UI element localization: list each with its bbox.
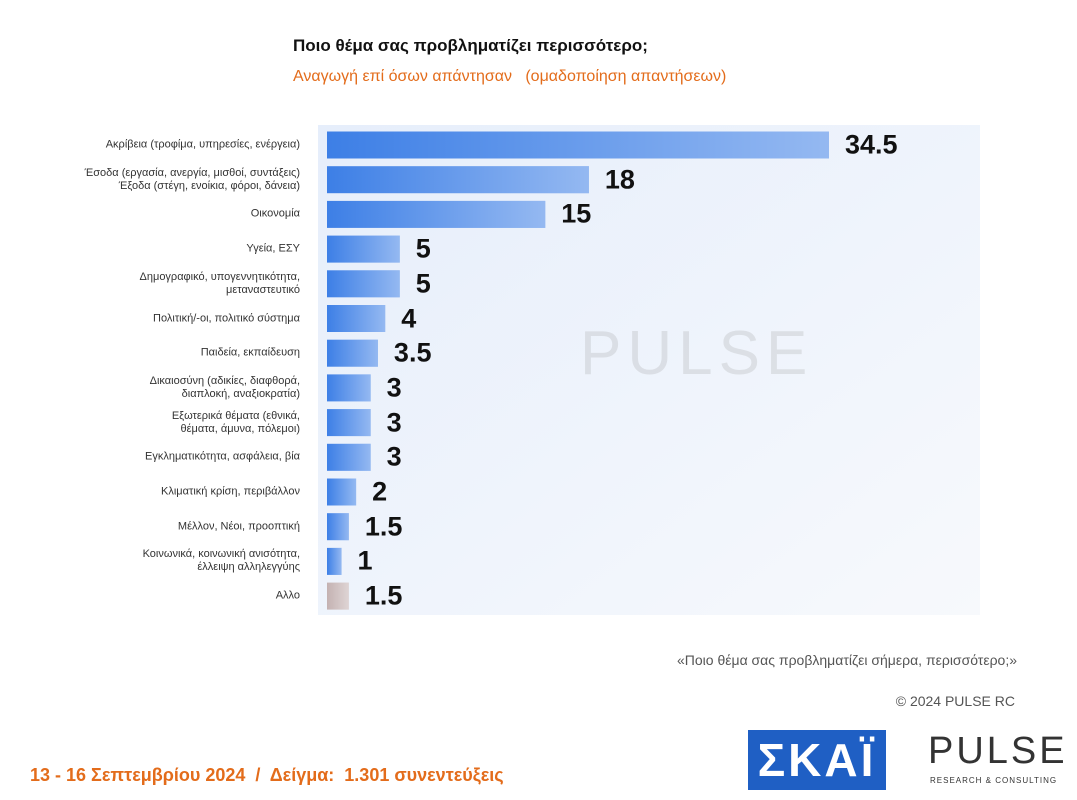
bar-shine [327, 478, 357, 506]
value-label: 1.5 [364, 580, 403, 611]
logo-pulse-sub: RESEARCH & CONSULTING [930, 776, 1058, 785]
value-label: 34.5 [845, 129, 898, 160]
bar-shine [327, 582, 349, 610]
bar-shine [327, 374, 371, 402]
value-label: 2 [372, 476, 388, 507]
category-label: Αλλο [275, 589, 300, 602]
category-label: Υγεία, ΕΣΥ [246, 242, 300, 255]
category-label: Ακρίβεια (τροφίμα, υπηρεσίες, ενέργεια) [105, 138, 300, 151]
footer: 13 - 16 Σεπτεμβρίου 2024 / Δείγμα: 1.301… [30, 765, 504, 785]
bar-shine [327, 305, 386, 332]
bar-shine [327, 339, 378, 367]
category-label: Κοινωνικά, κοινωνική ανισότητα, έλλειψη … [142, 548, 300, 574]
value-label: 18 [604, 164, 635, 195]
value-label: 5 [415, 233, 431, 264]
value-label: 1 [357, 545, 373, 576]
question-note: «Ποιο θέμα σας προβληματίζει σήμερα, περ… [677, 652, 1017, 668]
bar-shine [327, 200, 546, 228]
bar-shine [327, 166, 589, 194]
category-label: Οικονομία [250, 207, 300, 220]
category-label: Δημογραφικό, υπογεννητικότητα, μεταναστε… [139, 270, 300, 296]
bar-shine [327, 547, 342, 575]
bar-shine [327, 443, 371, 471]
chart-title: Ποιο θέμα σας προβληματίζει περισσότερο; [293, 36, 648, 55]
value-label: 15 [561, 198, 592, 229]
bar-shine [327, 513, 349, 541]
copyright: © 2024 PULSE RC [895, 693, 1015, 709]
value-label: 5 [415, 268, 431, 299]
watermark: PULSE [580, 319, 814, 388]
category-label: Μέλλον, Νέοι, προοπτική [177, 520, 300, 533]
logo-pulse: PULSE [928, 730, 1068, 772]
bar-shine [327, 270, 400, 298]
value-label: 3 [386, 441, 402, 472]
bar-shine [327, 235, 400, 263]
value-label: 3.5 [393, 337, 432, 368]
category-label: Εγκληματικότητα, ασφάλεια, βία [145, 450, 300, 463]
category-label: Κλιματική κρίση, περιβάλλον [161, 485, 300, 498]
chart-subtitle: Αναγωγή επί όσων απάντησαν (ομαδοποίηση … [293, 68, 727, 85]
category-label: Πολιτική/-οι, πολιτικό σύστημα [153, 312, 300, 324]
value-label: 4 [401, 303, 417, 333]
value-label: 3 [386, 407, 402, 438]
category-label: Έσοδα (εργασία, ανεργία, μισθοί, συντάξε… [84, 166, 300, 192]
category-label: Δικαιοσύνη (αδικίες, διαφθορά, διαπλοκή,… [149, 374, 300, 400]
value-label: 3 [386, 372, 402, 403]
category-label: Παιδεία, εκπαίδευση [200, 346, 300, 359]
value-label: 1.5 [364, 511, 403, 542]
category-label: Εξωτερικά θέματα (εθνικά, θέματα, άμυνα,… [171, 409, 300, 435]
bar-shine [327, 409, 371, 437]
logo-skai: ΣΚΑΪ [748, 730, 886, 790]
bar-shine [327, 131, 829, 159]
